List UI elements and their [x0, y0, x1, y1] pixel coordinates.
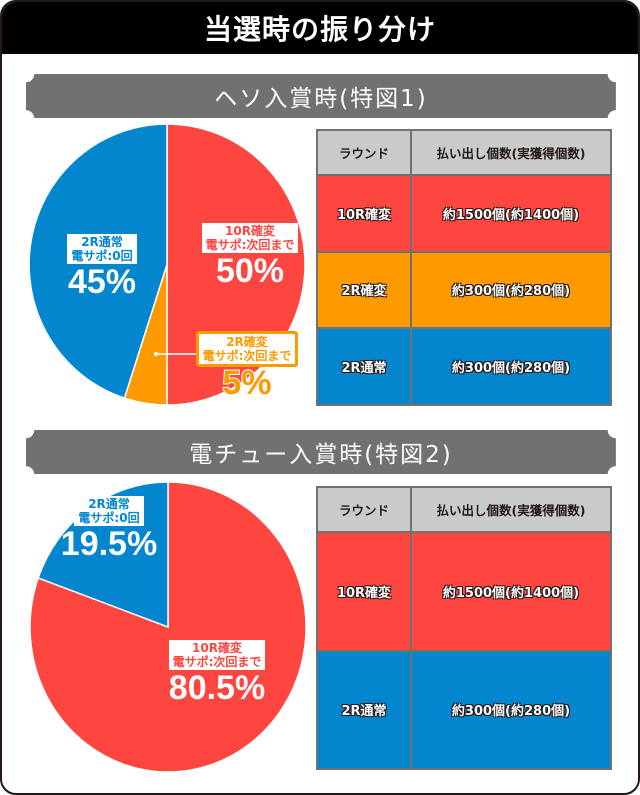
pie-label-10r: 10R確変 電サポ:次回まで 80.5% [168, 640, 266, 707]
section-title-heso: ヘソ入賞時(特図1) [26, 74, 616, 118]
section-title-denchu: 電チュー入賞時(特図2) [26, 430, 616, 474]
column-header-round: ラウンド [318, 131, 410, 174]
pie-label-2r-tsujo: 2R通常 電サポ:0回 45% [67, 234, 137, 301]
column-header-payout: 払い出し個数(実獲得個数) [412, 131, 610, 174]
table-cell-round: 10R確変 [318, 176, 410, 251]
table-cell-payout: 約1500個(約1400個) [412, 533, 610, 650]
column-header-round: ラウンド [318, 488, 410, 531]
table-cell-payout: 約1500個(約1400個) [412, 176, 610, 251]
payout-table-heso: ラウンド 払い出し個数(実獲得個数) 10R確変 約1500個(約1400個) … [316, 129, 612, 406]
column-header-payout: 払い出し個数(実獲得個数) [412, 488, 610, 531]
table-cell-payout: 約300個(約280個) [412, 651, 610, 768]
table-cell-round: 2R通常 [318, 651, 410, 768]
table-cell-round: 10R確変 [318, 533, 410, 650]
pie-label-10r: 10R確変 電サポ:次回まで 50% [195, 223, 305, 289]
table-cell-round: 2R通常 [318, 329, 410, 404]
payout-table-denchu: ラウンド 払い出し個数(実獲得個数) 10R確変 約1500個(約1400個) … [316, 486, 612, 770]
page-title: 当選時の振り分け [2, 2, 638, 54]
table-cell-payout: 約300個(約280個) [412, 329, 610, 404]
table-cell-payout: 約300個(約280個) [412, 252, 610, 328]
pie-label-2r-tsujo: 2R通常 電サポ:0回 19.5% [60, 496, 158, 563]
table-cell-round: 2R確変 [318, 252, 410, 328]
pie-label-2r-kakuhen: 2R確変 電サポ:次回まで 5% [192, 331, 302, 402]
